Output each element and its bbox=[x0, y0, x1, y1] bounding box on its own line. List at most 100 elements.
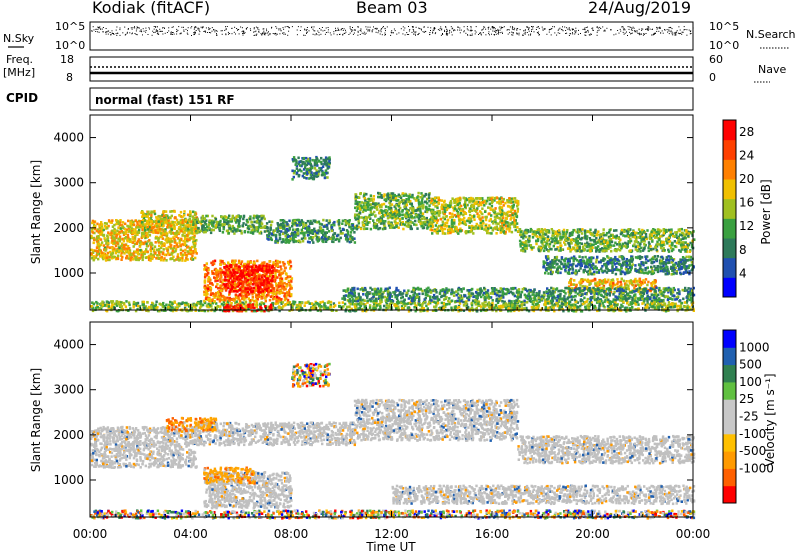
cpid-strip-frame bbox=[89, 87, 694, 111]
power-cell bbox=[259, 303, 262, 307]
power-cell bbox=[354, 213, 357, 216]
power-cell bbox=[506, 305, 510, 308]
power-cell bbox=[299, 305, 302, 309]
noise-sample bbox=[273, 33, 275, 35]
power-cell bbox=[190, 231, 193, 235]
noise-sample bbox=[524, 30, 526, 32]
power-cell bbox=[172, 236, 175, 239]
power-cell bbox=[501, 200, 505, 204]
power-cell bbox=[171, 257, 174, 261]
noise-sample bbox=[284, 33, 286, 35]
power-cell bbox=[183, 236, 187, 239]
noise-sample bbox=[202, 27, 204, 28]
power-cell bbox=[123, 252, 126, 255]
power-cell bbox=[556, 302, 560, 305]
noise-sample bbox=[226, 26, 228, 27]
power-cell bbox=[192, 210, 195, 214]
power-cell bbox=[152, 253, 155, 257]
power-cell bbox=[378, 211, 381, 215]
noise-sample bbox=[391, 32, 393, 34]
power-cell bbox=[312, 241, 315, 244]
power-cell bbox=[107, 242, 110, 245]
noise-sample bbox=[149, 28, 150, 30]
noise-sample bbox=[348, 34, 350, 35]
power-cell bbox=[183, 210, 186, 213]
power-cell bbox=[568, 302, 571, 306]
power-cell bbox=[276, 241, 279, 244]
power-cell bbox=[377, 302, 381, 306]
noise-sample bbox=[194, 32, 196, 33]
power-cell bbox=[306, 219, 310, 223]
power-cell bbox=[443, 227, 447, 231]
noise-sample bbox=[98, 31, 100, 33]
power-cell bbox=[91, 306, 95, 310]
power-cell bbox=[162, 248, 165, 251]
power-cell bbox=[166, 307, 170, 311]
power-cell bbox=[200, 220, 203, 224]
noise-sample bbox=[592, 29, 594, 31]
power-cell bbox=[137, 231, 141, 234]
noise-sample bbox=[376, 28, 378, 29]
power-cell bbox=[281, 232, 285, 236]
power-cell bbox=[268, 220, 271, 223]
freq-strip: Freq. [MHz] 18 8 60 0 Nave bbox=[3, 53, 786, 84]
power-cell bbox=[155, 235, 159, 239]
power-cell bbox=[628, 307, 632, 310]
noise-sample bbox=[254, 31, 256, 33]
power-cell bbox=[229, 304, 232, 307]
power-cell bbox=[664, 309, 668, 313]
power-cell bbox=[163, 257, 166, 260]
power-cell bbox=[237, 224, 240, 228]
power-cell bbox=[125, 300, 128, 303]
power-cell bbox=[241, 301, 244, 305]
noise-sample bbox=[342, 34, 344, 36]
power-cell bbox=[432, 309, 435, 312]
noise-sample bbox=[131, 28, 133, 30]
power-cell bbox=[389, 199, 392, 203]
power-cell bbox=[165, 221, 168, 225]
power-cell bbox=[496, 301, 500, 304]
power-cell bbox=[360, 227, 363, 231]
noise-sample bbox=[148, 27, 150, 29]
power-cell bbox=[236, 306, 240, 310]
noise-sample bbox=[159, 28, 161, 30]
noise-sample bbox=[318, 34, 320, 36]
power-cell bbox=[681, 308, 684, 311]
power-cell bbox=[374, 222, 377, 226]
noise-sample bbox=[589, 34, 591, 36]
power-cell bbox=[399, 213, 402, 217]
noise-sample bbox=[352, 33, 354, 35]
power-cell bbox=[344, 238, 348, 241]
power-cell bbox=[111, 255, 114, 258]
noise-sample bbox=[105, 31, 107, 33]
power-cell bbox=[229, 227, 233, 231]
noise-sample bbox=[584, 31, 586, 33]
power-cell bbox=[426, 309, 429, 313]
power-cell bbox=[268, 231, 271, 235]
power-cell bbox=[513, 219, 516, 222]
power-cell bbox=[383, 209, 386, 213]
noise-sample bbox=[296, 29, 298, 31]
power-cell bbox=[155, 216, 158, 219]
noise-sample bbox=[483, 26, 485, 28]
power-cell bbox=[435, 228, 439, 231]
power-cell bbox=[342, 305, 345, 308]
nsky-label: N.Sky bbox=[3, 32, 35, 45]
power-cell bbox=[489, 217, 492, 221]
power-cell bbox=[377, 191, 380, 195]
power-cell bbox=[353, 241, 357, 244]
power-cell bbox=[269, 236, 273, 240]
power-cell bbox=[310, 302, 314, 305]
power-cell bbox=[99, 231, 102, 234]
power-cell bbox=[125, 254, 129, 258]
power-cell bbox=[661, 303, 664, 307]
noise-sample bbox=[509, 26, 511, 28]
noise-sample bbox=[488, 26, 490, 28]
noise-sample bbox=[554, 26, 555, 28]
power-cell bbox=[523, 307, 526, 310]
noise-sample bbox=[283, 33, 285, 35]
power-cell bbox=[160, 255, 163, 259]
power-cell bbox=[300, 301, 303, 305]
power-cell bbox=[260, 301, 263, 304]
nave-top-label: 60 bbox=[709, 53, 723, 66]
